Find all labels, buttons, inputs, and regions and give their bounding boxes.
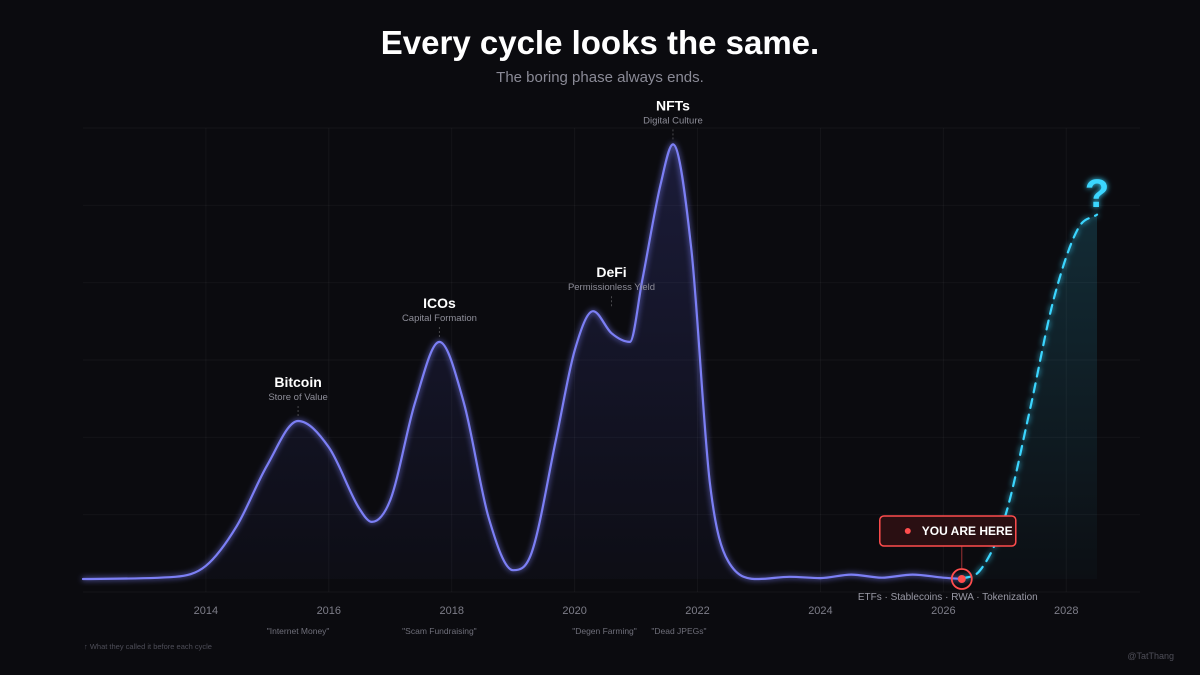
marker-ring xyxy=(950,568,973,590)
x-tick-2020: 2020 xyxy=(562,605,586,617)
series-area-2 xyxy=(961,214,1097,579)
cycle-nickname-1: "Scam Fundraising" xyxy=(402,626,477,636)
cycle-name-3: NFTs xyxy=(656,97,690,113)
series-area-0 xyxy=(83,144,962,579)
cycle-name-0: Bitcoin xyxy=(274,374,321,390)
footnote: ↑ What they called it before each cycle xyxy=(84,642,212,651)
x-tick-2018: 2018 xyxy=(439,605,463,617)
you-are-here-callout: YOU ARE HERE xyxy=(879,515,1017,568)
cycle-subtitle-2: Permissionless Yield xyxy=(568,282,655,293)
x-axis-ticks: 2014 2016 2018 2020 2022 2024 2026 2028 xyxy=(194,605,1079,617)
cycle-nickname-2: "Degen Farming" xyxy=(572,626,637,636)
series-lines xyxy=(81,143,1129,581)
cycle-name-2: DeFi xyxy=(596,264,626,280)
cycle-subtitle-0: Store of Value xyxy=(268,392,328,403)
x-tick-2014: 2014 xyxy=(194,605,218,617)
cycle-nickname-0: "Internet Money" xyxy=(267,626,330,636)
x-tick-2022: 2022 xyxy=(685,605,709,617)
current-position-marker xyxy=(950,568,973,590)
cycle-nickname-3: "Dead JPEGs" xyxy=(651,626,706,636)
marker-core xyxy=(957,575,966,583)
x-tick-2028: 2028 xyxy=(1054,605,1078,617)
callout-dot xyxy=(904,528,911,534)
cycle-subtitle-3: Digital Culture xyxy=(643,115,703,126)
projection-line xyxy=(960,213,1099,581)
chart-title: Every cycle looks the same. xyxy=(381,24,819,61)
cycle-name-1: ICOs xyxy=(423,295,456,311)
next-trends-label: ETFs · Stablecoins · RWA · Tokenization xyxy=(858,592,1038,603)
you-are-here-label: YOU ARE HERE xyxy=(922,524,1013,538)
chart-subtitle: The boring phase always ends. xyxy=(496,69,704,86)
you-are-here-box xyxy=(879,515,1017,547)
area-fills xyxy=(83,144,1097,579)
author-handle: @TatThang xyxy=(1127,651,1174,661)
x-tick-2026: 2026 xyxy=(931,605,955,617)
history-line-0 xyxy=(81,143,963,581)
cycle-labels: Bitcoin Store of Value "Internet Money" ICO… xyxy=(267,97,707,636)
x-tick-2024: 2024 xyxy=(808,605,832,617)
cycle-subtitle-1: Capital Formation xyxy=(402,313,477,324)
x-tick-2016: 2016 xyxy=(317,605,341,617)
projection-question-mark: ? xyxy=(1085,172,1109,216)
